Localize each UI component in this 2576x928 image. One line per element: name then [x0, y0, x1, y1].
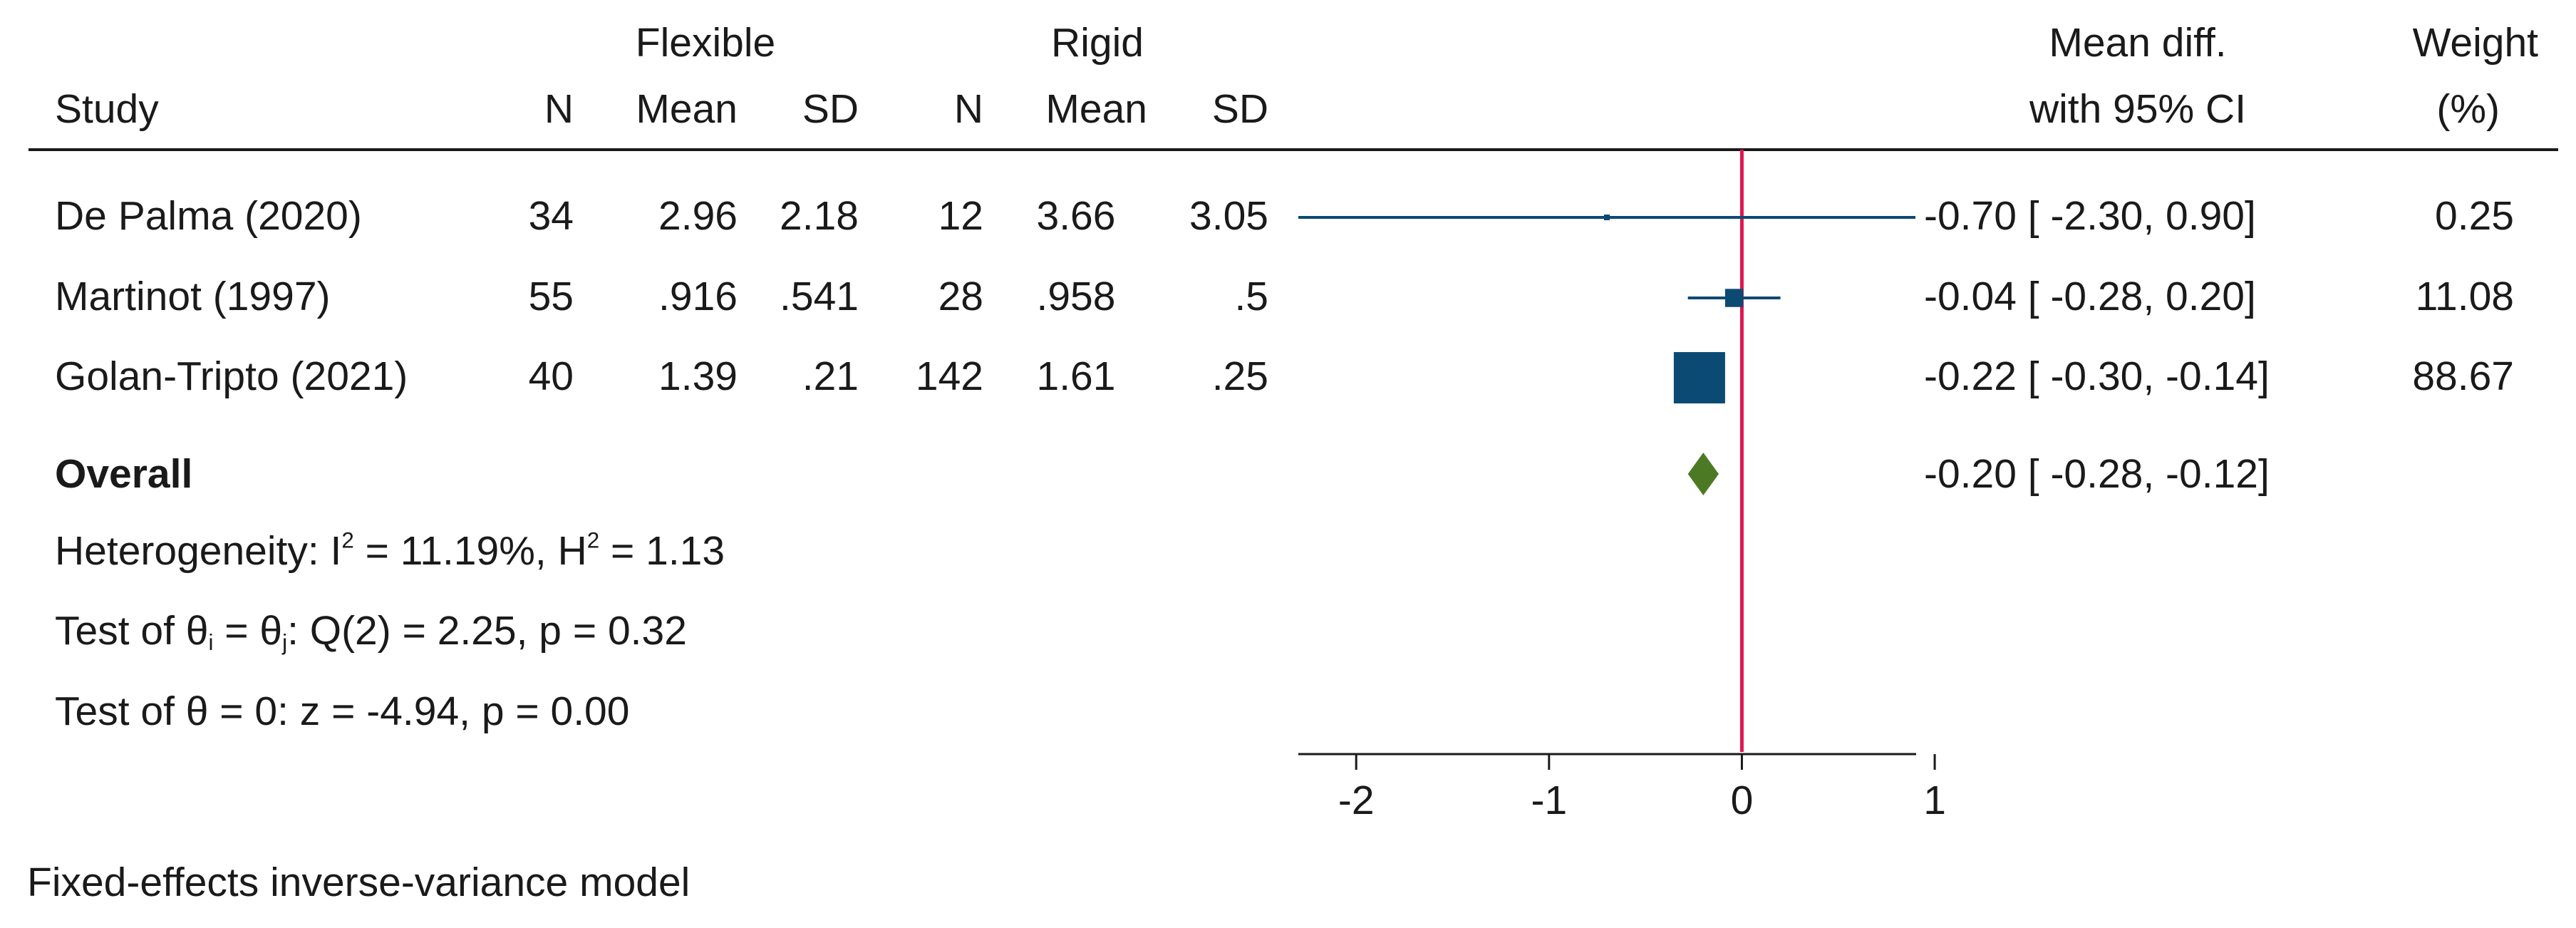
study-name: Golan-Tripto (2021) [55, 354, 408, 399]
rigid-sd: .5 [1234, 274, 1268, 319]
study-weight: 11.08 [2415, 274, 2514, 319]
rigid-n: 28 [938, 274, 983, 319]
study-name: Martinot (1997) [55, 274, 331, 319]
overall-label: Overall [55, 451, 193, 497]
study-weight: 88.67 [2412, 354, 2514, 399]
overall-effect-test: Test of θ = 0: z = -4.94, p = 0.00 [55, 689, 630, 734]
x-axis-ticks [1355, 754, 1936, 770]
flexible-n: 34 [528, 193, 574, 239]
flexible-mean: 2.96 [658, 193, 738, 239]
flexible-n: 55 [528, 274, 574, 319]
study-markers [1298, 215, 1915, 495]
flexible-mean: 1.39 [658, 354, 738, 399]
study-weight: 0.25 [2435, 193, 2514, 239]
x-tick-label: 0 [1730, 778, 1754, 823]
overall-diamond [1687, 453, 1719, 495]
flexible-sd: 2.18 [780, 193, 859, 239]
header-mean2: Mean [1045, 86, 1147, 132]
study-ci: -0.04 [ -0.28, 0.20] [1924, 274, 2256, 319]
rigid-mean: .958 [1036, 274, 1116, 319]
header-group-rigid: Rigid [1051, 20, 1144, 66]
flexible-mean: .916 [658, 274, 738, 319]
flexible-sd: .21 [802, 354, 859, 399]
x-tick-label: 1 [1923, 778, 1946, 823]
rigid-sd: 3.05 [1189, 193, 1268, 239]
rigid-mean: 3.66 [1036, 193, 1116, 239]
header-study: Study [55, 86, 159, 132]
header-sd1: SD [802, 86, 859, 132]
study-name: De Palma (2020) [55, 193, 362, 239]
rigid-n: 142 [915, 354, 983, 399]
header-group-flexible: Flexible [635, 20, 776, 66]
header-sd2: SD [1211, 86, 1268, 132]
flexible-n: 40 [528, 354, 574, 399]
study-point-estimate [1724, 289, 1744, 307]
overall-ci: -0.20 [ -0.28, -0.12] [1924, 451, 2270, 497]
study-point-estimate [1604, 215, 1610, 220]
x-tick-label: -2 [1338, 778, 1375, 823]
header-mean1: Mean [636, 86, 738, 132]
heterogeneity-stat: Heterogeneity: I2 = 11.19%, H2 = 1.13 [55, 527, 725, 574]
header-effect-line2: with 95% CI [2029, 86, 2247, 132]
study-point-estimate [1673, 352, 1725, 403]
flexible-sd: .541 [780, 274, 859, 319]
rigid-mean: 1.61 [1036, 354, 1116, 399]
homogeneity-test: Test of θi = θj: Q(2) = 2.25, p = 0.32 [55, 608, 687, 655]
study-ci: -0.22 [ -0.30, -0.14] [1924, 354, 2270, 399]
x-tick-label: -1 [1531, 778, 1568, 823]
header-weight-line2: (%) [2436, 86, 2500, 132]
rigid-n: 12 [938, 193, 983, 239]
rigid-sd: .25 [1211, 354, 1268, 399]
study-ci: -0.70 [ -2.30, 0.90] [1924, 193, 2256, 239]
header-n2: N [953, 86, 983, 132]
header-effect-line1: Mean diff. [2049, 20, 2227, 66]
header-n1: N [544, 86, 574, 132]
model-footnote: Fixed-effects inverse-variance model [27, 860, 690, 905]
header-weight-line1: Weight [2412, 20, 2538, 66]
